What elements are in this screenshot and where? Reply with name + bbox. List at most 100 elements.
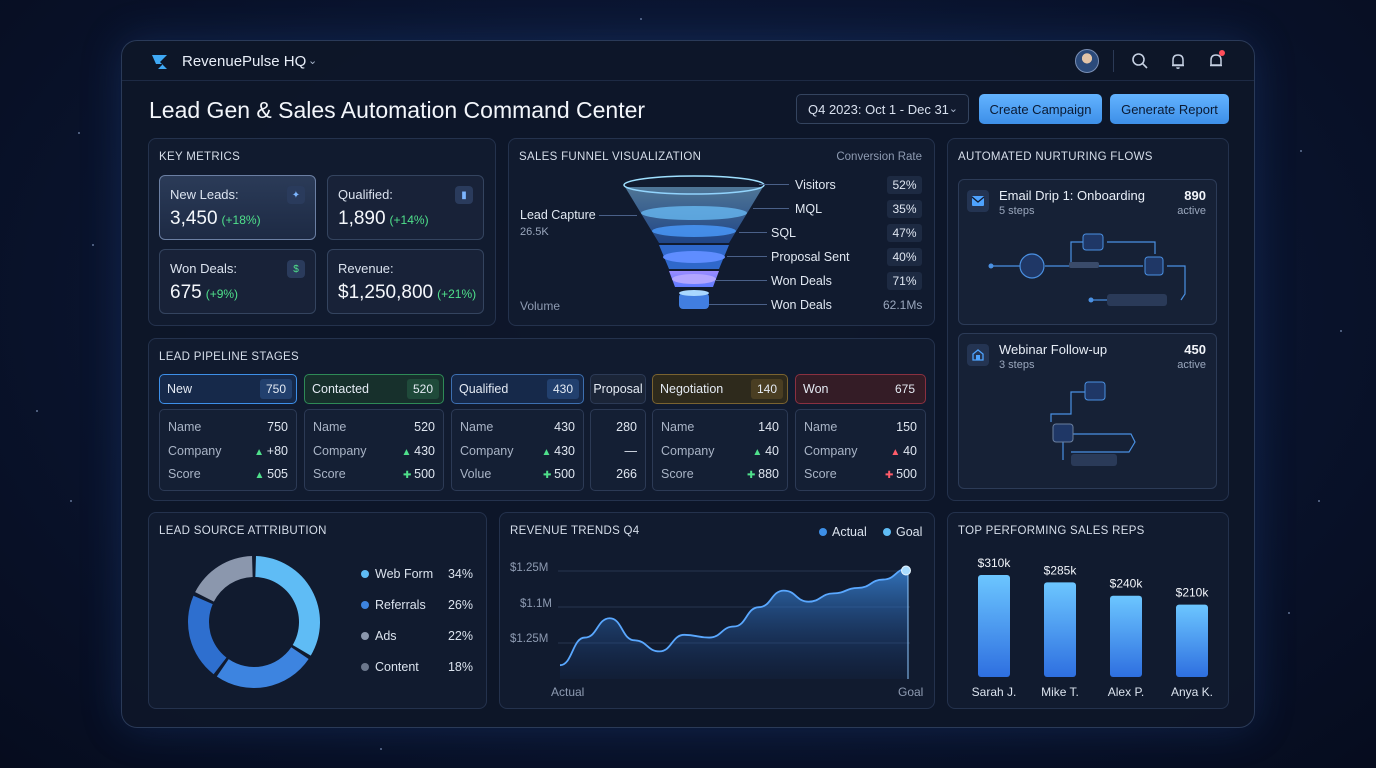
flow-card-onboarding[interactable]: Email Drip 1: Onboarding 5 steps 890 act… — [958, 179, 1217, 325]
metric-value: 3,450 (+18%) — [170, 208, 261, 229]
connector-line — [599, 215, 637, 216]
arrow-up-icon: ▲ — [752, 447, 766, 458]
row-label: Score — [313, 467, 346, 481]
notification-dot — [1219, 50, 1225, 56]
app-name[interactable]: RevenuePulse HQ — [182, 53, 307, 70]
create-campaign-button[interactable]: Create Campaign — [979, 94, 1102, 124]
bell-icon[interactable] — [1166, 49, 1190, 73]
y-tick: $1.1M — [520, 598, 552, 610]
star — [36, 410, 38, 412]
donut-slice-referrals[interactable] — [216, 647, 309, 688]
row-label: Name — [460, 420, 494, 434]
legend-dot — [883, 528, 891, 536]
donut-slice-ads[interactable] — [188, 595, 227, 675]
legend-ads[interactable]: Ads 22% — [361, 629, 473, 643]
actual-area — [560, 568, 908, 679]
metric-value: $1,250,800 (+21%) — [338, 282, 477, 303]
legend-web-form[interactable]: Web Form 34% — [361, 567, 473, 581]
row-value: ✚ 500 — [542, 467, 575, 481]
stage-details-qualified: Name 430 Company ▲ 430 Volue ✚ 500 — [451, 409, 584, 491]
bar-category-label: Anya K. — [1171, 685, 1213, 699]
panel-title: LEAD SOURCE ATTRIBUTION — [159, 525, 327, 537]
legend-dot — [819, 528, 827, 536]
arrow-up-icon: ▲ — [401, 447, 415, 458]
mail-icon — [967, 190, 989, 212]
flow-name: Email Drip 1: Onboarding — [999, 188, 1145, 203]
date-range-select[interactable]: Q4 2023: Oct 1 - Dec 31 ⌄ — [796, 94, 969, 124]
connector-line — [709, 304, 767, 305]
metric-value: 675 (+9%) — [170, 282, 239, 303]
notification-bell-icon[interactable] — [1204, 49, 1228, 73]
flow-count: 890 — [1184, 188, 1206, 203]
avatar[interactable] — [1075, 49, 1099, 73]
metric-card-revenue[interactable]: Revenue: $1,250,800 (+21%) — [327, 249, 484, 314]
row-label: Score — [168, 467, 201, 481]
row-value: 520 — [414, 420, 435, 434]
funnel-rate: 40% — [887, 248, 922, 266]
date-range-value: Q4 2023: Oct 1 - Dec 31 — [808, 102, 949, 117]
stage-name: Won — [803, 382, 829, 396]
metric-label: Qualified: — [338, 187, 393, 202]
row-value: ▲ +80 — [254, 444, 288, 458]
arrow-up-icon: ✚ — [884, 470, 897, 481]
metric-card-qualified[interactable]: Qualified: 1,890 (+14%) ▮ — [327, 175, 484, 240]
donut-slice-web-form[interactable] — [255, 556, 320, 656]
panel-title: TOP PERFORMING SALES REPS — [958, 525, 1145, 537]
row-value: ✚ 500 — [884, 467, 917, 481]
metric-delta: (+9%) — [205, 287, 239, 301]
stage-details-negotiation: Name 140 Company ▲ 40 Score ✚ 880 — [652, 409, 788, 491]
generate-report-button[interactable]: Generate Report — [1110, 94, 1229, 124]
legend-goal[interactable]: Goal — [883, 525, 922, 539]
metric-delta: (+14%) — [389, 213, 429, 227]
bar-miket[interactable] — [1044, 582, 1076, 677]
x-label: Actual — [551, 685, 585, 699]
bar-category-label: Sarah J. — [972, 685, 1017, 699]
legend-actual[interactable]: Actual — [819, 525, 867, 539]
bar-chart-icon: ▮ — [455, 186, 473, 204]
flow-card-webinar[interactable]: Webinar Follow-up 3 steps 450 active — [958, 333, 1217, 489]
panel-title: LEAD PIPELINE STAGES — [159, 351, 300, 363]
row-label: Name — [804, 420, 838, 434]
search-icon[interactable] — [1128, 49, 1152, 73]
money-icon: $ — [287, 260, 305, 278]
funnel-stage-label: MQL — [795, 202, 823, 216]
legend-content[interactable]: Content 18% — [361, 660, 473, 674]
volume-label: Volume — [520, 299, 561, 313]
row-value: ✚ 500 — [402, 467, 435, 481]
legend-dot — [361, 570, 369, 578]
y-tick: $1.25M — [510, 633, 549, 645]
funnel-stage-label: Won Deals — [771, 274, 832, 288]
chevron-down-icon[interactable]: ⌄ — [308, 55, 318, 67]
arrow-up-icon: ▲ — [254, 447, 267, 458]
row-value: 430 — [554, 420, 575, 434]
donut-chart — [188, 556, 320, 688]
bar-sarahj[interactable] — [978, 574, 1010, 677]
stage-count: 520 — [406, 379, 439, 399]
star — [380, 748, 382, 750]
bar-category-label: Alex P. — [1108, 685, 1144, 699]
star — [1340, 330, 1342, 332]
row-label: Name — [313, 420, 347, 434]
legend-label: Ads — [375, 629, 397, 643]
bar-alexp[interactable] — [1110, 595, 1142, 677]
end-point[interactable] — [901, 565, 911, 576]
funnel-stage-label: Won Deals — [771, 298, 832, 312]
legend-pct: 22% — [447, 629, 473, 643]
star — [1288, 612, 1290, 614]
row-label: Name — [168, 420, 202, 434]
donut-slice-content[interactable] — [195, 556, 253, 602]
row-value: 266 — [616, 467, 637, 481]
legend-referrals[interactable]: Referrals 26% — [361, 598, 473, 612]
metric-card-won-deals[interactable]: Won Deals: 675 (+9%) $ — [159, 249, 316, 314]
stage-won[interactable]: Won 675 — [795, 374, 926, 404]
stage-new[interactable]: New 750 — [159, 374, 297, 404]
stage-qualified[interactable]: Qualified 430 — [451, 374, 584, 404]
bar-anyak[interactable] — [1176, 604, 1208, 677]
stage-negotiation[interactable]: Negotiation 140 — [652, 374, 788, 404]
stage-contacted[interactable]: Contacted 520 — [304, 374, 444, 404]
stage-proposal[interactable]: Proposal — [590, 374, 646, 404]
metric-card-new-leads[interactable]: New Leads: 3,450 (+18%) ✦ — [159, 175, 316, 240]
row-value: 150 — [896, 420, 917, 434]
stage-details-proposal: 280 — 266 — [590, 409, 646, 491]
connector-line — [753, 208, 789, 209]
